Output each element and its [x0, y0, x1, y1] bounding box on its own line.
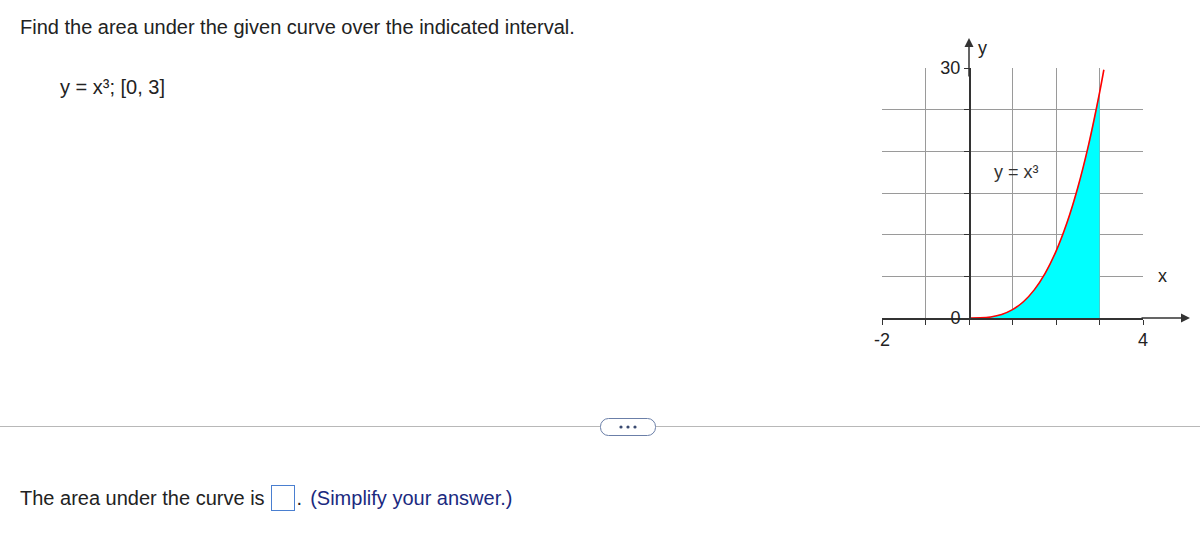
- svg-text:30: 30: [940, 58, 960, 78]
- svg-text:y = x³: y = x³: [994, 162, 1039, 182]
- svg-text:y: y: [978, 38, 987, 58]
- html-text:. (Simplify your answer.): . (Simplify your answer.): [296, 486, 513, 509]
- html-text:The area under the curve is: The area under the curve is: [20, 486, 265, 509]
- svg-text:-2: -2: [874, 330, 890, 350]
- html-text:Find the area under the given: Find the area under the given curve over…: [20, 16, 575, 38]
- svg-text:4: 4: [1138, 330, 1148, 350]
- svg-text:0: 0: [950, 308, 960, 328]
- html-text:y = x³; [0, 3]: y = x³; [0, 3]: [60, 76, 165, 98]
- svg-text:x: x: [1158, 266, 1167, 286]
